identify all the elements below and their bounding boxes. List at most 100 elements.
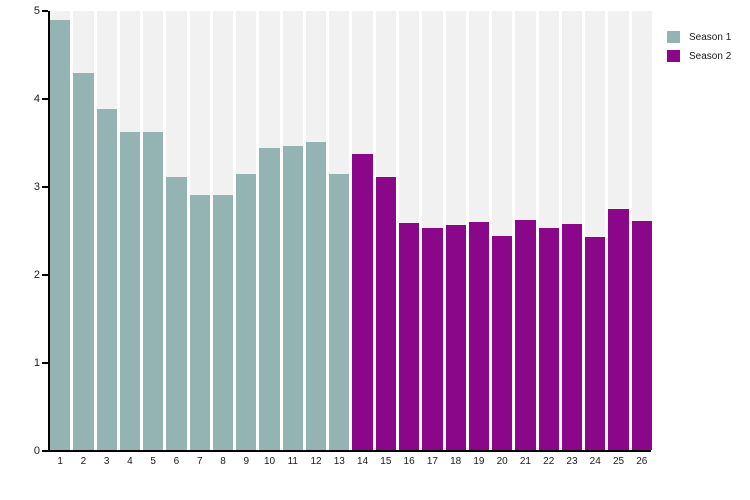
x-tick-label-24: 24 (589, 456, 601, 467)
bar-episode-24 (585, 236, 606, 450)
category-column-19 (468, 11, 490, 450)
category-column-14 (352, 11, 373, 450)
x-tick-label-5: 5 (150, 456, 156, 467)
bar-episode-4 (119, 132, 141, 450)
category-column-23 (561, 11, 583, 450)
bar-episode-15 (375, 176, 396, 450)
legend-item-season-1: Season 1 (667, 31, 731, 43)
legend-label-season-1: Season 1 (689, 31, 732, 43)
bar-episode-10 (259, 147, 280, 450)
bar-episode-3 (96, 109, 117, 450)
category-column-12 (305, 11, 327, 450)
x-tick-label-11: 11 (287, 456, 298, 467)
category-column-3 (96, 11, 117, 450)
y-axis-line (48, 11, 50, 451)
x-tick-label-21: 21 (519, 456, 531, 467)
category-column-6 (166, 11, 187, 450)
bar-episode-13 (329, 174, 350, 450)
x-tick-label-1: 1 (57, 456, 63, 467)
category-column-4 (119, 11, 141, 450)
category-column-10 (259, 11, 280, 450)
bar-episode-21 (515, 219, 536, 450)
category-column-18 (445, 11, 466, 450)
bar-episode-20 (492, 235, 513, 450)
x-tick-label-2: 2 (80, 456, 87, 467)
bar-episode-22 (538, 227, 559, 450)
x-tick-label-15: 15 (380, 456, 392, 467)
y-tick-label-1: 1 (33, 356, 40, 369)
x-tick-label-26: 26 (636, 456, 648, 467)
bar-episode-19 (468, 221, 490, 450)
category-column-20 (492, 11, 513, 450)
bar-episode-23 (561, 224, 583, 450)
y-tick-label-5: 5 (33, 4, 40, 17)
y-tick-1 (42, 362, 48, 364)
category-column-15 (375, 11, 396, 450)
x-tick-label-10: 10 (263, 456, 276, 467)
x-tick-label-19: 19 (473, 456, 485, 467)
bar-episode-14 (352, 154, 373, 450)
y-tick-3 (42, 186, 48, 188)
x-tick-label-25: 25 (612, 456, 625, 467)
bar-episode-18 (445, 225, 466, 450)
x-tick-label-23: 23 (566, 456, 578, 467)
category-column-9 (236, 11, 257, 450)
bar-episode-11 (282, 146, 303, 450)
season-1-swatch (667, 31, 680, 43)
bar-episode-25 (608, 208, 629, 450)
category-column-21 (515, 11, 536, 450)
x-tick-label-9: 9 (243, 456, 250, 467)
category-column-1 (50, 11, 71, 450)
bar-episode-6 (166, 176, 187, 450)
bar-episode-5 (143, 132, 164, 450)
x-axis-line (42, 450, 651, 452)
x-tick-label-6: 6 (173, 456, 180, 467)
bar-episode-1 (50, 19, 71, 450)
bar-episode-17 (422, 227, 443, 450)
legend: Season 1 Season 2 (667, 31, 731, 69)
y-tick-label-0: 0 (33, 444, 40, 457)
bar-episode-7 (189, 194, 210, 450)
x-tick-label-8: 8 (220, 456, 226, 467)
x-tick-label-16: 16 (403, 456, 415, 467)
bar-episode-12 (305, 141, 327, 450)
season-2-swatch (667, 50, 680, 62)
x-tick-label-13: 13 (333, 456, 345, 467)
bar-episode-9 (236, 174, 257, 450)
category-column-13 (329, 11, 350, 450)
category-column-2 (73, 11, 94, 450)
category-column-17 (422, 11, 443, 450)
category-column-22 (538, 11, 559, 450)
x-tick-label-18: 18 (450, 456, 462, 467)
bar-episode-8 (212, 194, 234, 450)
category-column-11 (282, 11, 303, 450)
x-axis-labels: 1 2 3 4 5 6 7 8 9 10 11 12 13 14 15 16 17 18 19 20 21 22 23 24 2… (50, 456, 652, 467)
x-tick-label-7: 7 (196, 456, 203, 467)
category-column-16 (398, 11, 420, 450)
x-tick-label-22: 22 (543, 456, 555, 467)
category-column-7 (189, 11, 210, 450)
y-tick-label-4: 4 (33, 92, 40, 105)
category-column-25 (608, 11, 629, 450)
plot-area (50, 11, 652, 450)
category-column-5 (143, 11, 164, 450)
bar-episode-26 (631, 220, 652, 450)
legend-item-season-2: Season 2 (667, 50, 731, 62)
bar-episode-2 (73, 73, 94, 450)
x-tick-label-14: 14 (357, 456, 369, 467)
x-tick-label-20: 20 (496, 456, 508, 467)
x-tick-label-17: 17 (426, 456, 438, 467)
x-tick-label-12: 12 (310, 456, 322, 467)
y-tick-label-3: 3 (33, 180, 40, 193)
category-column-26 (631, 11, 652, 450)
y-tick-2 (42, 274, 48, 276)
y-tick-0 (42, 450, 48, 452)
x-tick-label-4: 4 (127, 456, 133, 467)
y-tick-label-2: 2 (33, 268, 40, 281)
y-tick-4 (42, 98, 48, 100)
bar-episode-16 (398, 223, 420, 450)
x-tick-label-3: 3 (103, 456, 110, 467)
category-column-8 (212, 11, 234, 450)
category-column-24 (585, 11, 606, 450)
